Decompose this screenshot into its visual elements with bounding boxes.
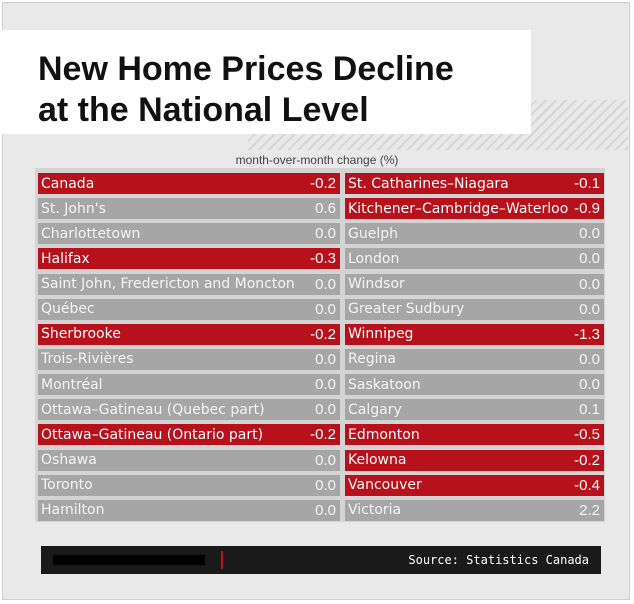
change-value: -0.3 [310, 250, 336, 268]
region-name: Vancouver [348, 477, 422, 494]
region-name: Winnipeg [348, 326, 414, 343]
footer-accent-tick [221, 551, 223, 569]
chart-title: New Home Prices Decline at the National … [38, 49, 454, 131]
region-name: Halifax [41, 250, 90, 267]
change-value: -0.9 [574, 200, 600, 218]
region-name: Windsor [348, 276, 405, 293]
change-value: -1.3 [574, 325, 600, 343]
table-row: Calgary 0.1 [345, 399, 604, 421]
region-name: Guelph [348, 225, 398, 242]
table-row: Halifax -0.3 [38, 248, 340, 270]
region-name: St. John's [41, 200, 106, 217]
region-name: Ottawa–Gatineau (Quebec part) [41, 401, 265, 418]
table-row: Winnipeg -1.3 [345, 323, 604, 345]
change-value: -0.5 [574, 426, 600, 444]
region-name: London [348, 250, 400, 267]
region-name: Toronto [41, 477, 93, 494]
change-value: 0.0 [579, 250, 600, 268]
change-value: 0.0 [579, 350, 600, 368]
region-name: Calgary [348, 401, 402, 418]
region-name: Saskatoon [348, 376, 421, 393]
change-value: 0.1 [579, 401, 600, 419]
change-value: 0.0 [579, 225, 600, 243]
table-row: Greater Sudbury 0.0 [345, 298, 604, 320]
table-row: Hamilton 0.0 [38, 499, 340, 521]
change-value: 0.0 [579, 376, 600, 394]
table-row: Trois-Rivières 0.0 [38, 348, 340, 370]
region-name: Regina [348, 351, 396, 368]
change-value: 0.0 [315, 225, 336, 243]
table-row: Guelph 0.0 [345, 223, 604, 245]
region-name: Trois-Rivières [41, 351, 134, 368]
table-row: Saint John, Fredericton and Moncton 0.0 [38, 273, 340, 295]
table-row: Kitchener–Cambridge–Waterloo -0.9 [345, 198, 604, 220]
table-row: Victoria 2.2 [345, 499, 604, 521]
region-name: Greater Sudbury [348, 301, 465, 318]
table-row: Montréal 0.0 [38, 374, 340, 396]
region-name: Victoria [348, 502, 402, 519]
table-row: Kelowna -0.2 [345, 449, 604, 471]
change-value: 0.0 [315, 300, 336, 318]
region-name: St. Catharines–Niagara [348, 175, 509, 192]
change-value: 0.0 [315, 401, 336, 419]
change-value: -0.2 [310, 426, 336, 444]
title-box [2, 30, 531, 134]
right-column: St. Catharines–Niagara -0.1 Kitchener–Camb… [345, 173, 604, 525]
region-name: Canada [41, 175, 95, 192]
change-value: -0.2 [310, 325, 336, 343]
region-name: Charlottetown [41, 225, 141, 242]
region-name: Hamilton [41, 502, 105, 519]
region-name: Oshawa [41, 452, 97, 469]
redacted-logo [53, 555, 205, 565]
change-value: 0.0 [315, 376, 336, 394]
change-value: -0.2 [310, 175, 336, 192]
change-value: 0.0 [315, 476, 336, 494]
table-row: St. John's 0.6 [38, 198, 340, 220]
table-row: Windsor 0.0 [345, 273, 604, 295]
region-name: Kitchener–Cambridge–Waterloo [348, 200, 569, 217]
region-name: Edmonton [348, 426, 420, 443]
source-note: Source: Statistics Canada [408, 553, 589, 567]
table-row: Oshawa 0.0 [38, 449, 340, 471]
change-value: 0.0 [315, 350, 336, 368]
region-name: Kelowna [348, 452, 407, 469]
table-row: Canada -0.2 [38, 173, 340, 194]
change-value: 0.0 [315, 451, 336, 469]
region-name: Ottawa–Gatineau (Ontario part) [41, 426, 264, 443]
change-value: 0.0 [315, 275, 336, 293]
change-value: -0.4 [574, 476, 600, 494]
change-value: 2.2 [579, 501, 600, 519]
title-line-2: at the National Level [38, 91, 369, 129]
region-name: Saint John, Fredericton and Moncton [41, 276, 295, 293]
change-value: 0.0 [315, 501, 336, 519]
chart-subtitle: month-over-month change (%) [235, 153, 399, 167]
change-value: 0.0 [579, 275, 600, 293]
table-row: Vancouver -0.4 [345, 474, 604, 496]
region-name: Sherbrooke [41, 326, 121, 343]
table-row: Québec 0.0 [38, 298, 340, 320]
table-row: Toronto 0.0 [38, 474, 340, 496]
table-row: Saskatoon 0.0 [345, 374, 604, 396]
table-row: Charlottetown 0.0 [38, 223, 340, 245]
title-line-1: New Home Prices Decline [38, 50, 454, 88]
table-row: Sherbrooke -0.2 [38, 323, 340, 345]
region-name: Montréal [41, 376, 103, 393]
table-row: Edmonton -0.5 [345, 424, 604, 446]
table-row: Ottawa–Gatineau (Quebec part) 0.0 [38, 399, 340, 421]
table-row: Regina 0.0 [345, 348, 604, 370]
change-value: 0.0 [579, 300, 600, 318]
table-row: Ottawa–Gatineau (Ontario part) -0.2 [38, 424, 340, 446]
change-value: -0.1 [574, 175, 600, 192]
change-value: 0.6 [315, 200, 336, 218]
change-value: -0.2 [574, 451, 600, 469]
region-name: Québec [41, 301, 95, 318]
footer-bar: Source: Statistics Canada [41, 546, 601, 574]
left-column: Canada -0.2 St. John's 0.6 Charlottetown 0.0 H… [38, 173, 340, 525]
table-row: London 0.0 [345, 248, 604, 270]
table-row: St. Catharines–Niagara -0.1 [345, 173, 604, 194]
